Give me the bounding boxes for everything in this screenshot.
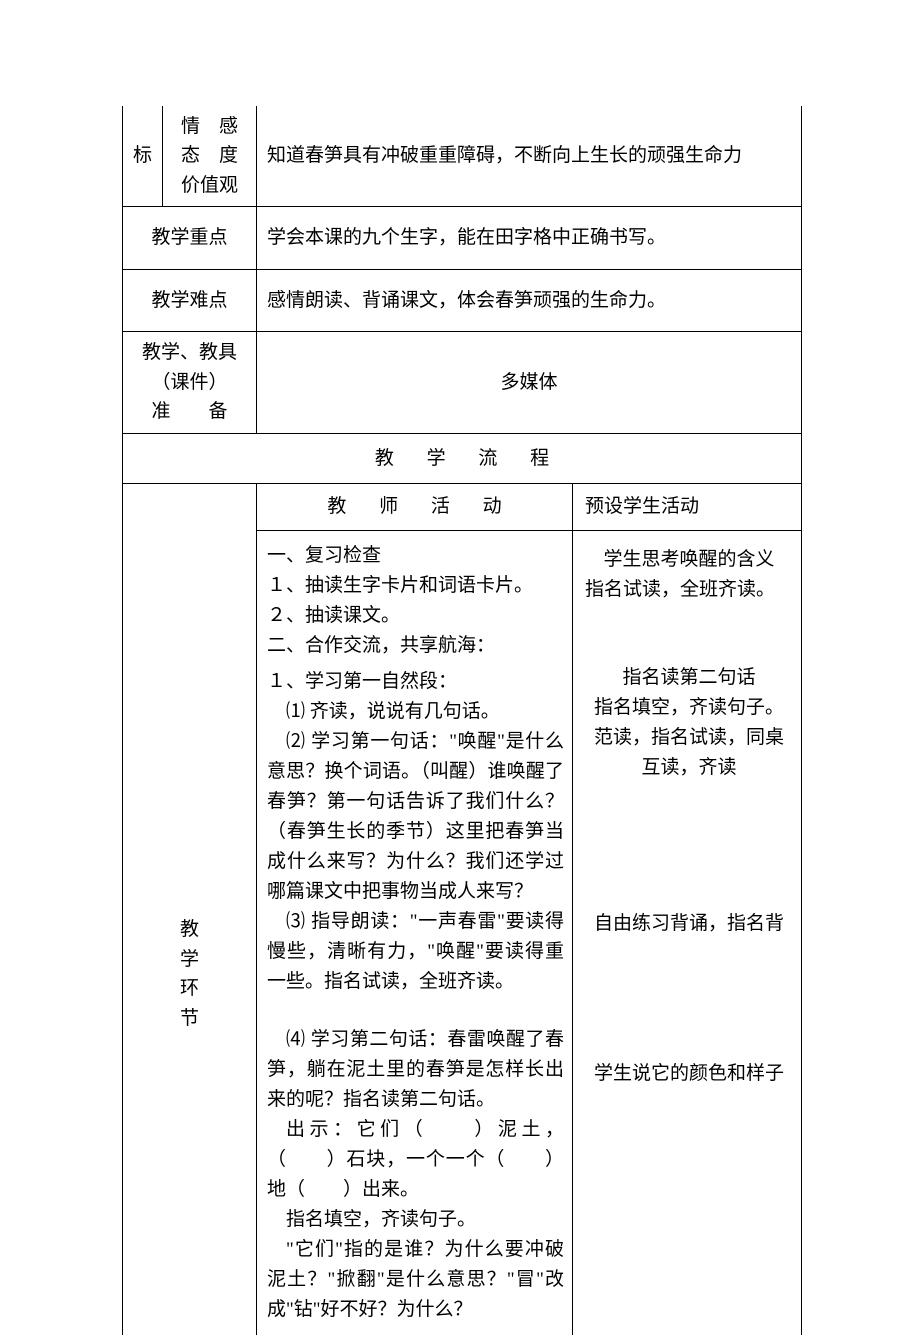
t-line-5: １、学习第一自然段： [267, 667, 564, 697]
s-line-7: 学生说它的颜色和样子 [585, 1059, 793, 1089]
materials-label-line1: 教学、教具 [127, 338, 252, 367]
teacher-activity-header: 教 师 活 动 [257, 484, 573, 531]
teacher-head-char-4: 动 [483, 496, 502, 517]
row-materials: 教学、教具 （课件） 准 备 多媒体 [123, 332, 802, 433]
student-activity-cell: 学生思考唤醒的含义 指名试读，全班齐读。 指名读第二句话 指名填空，齐读句子。 … [573, 530, 801, 1335]
t-line-1: 一、复习检查 [267, 541, 564, 571]
s-line-3: 指名读第二句话 [585, 663, 793, 693]
t-line-12: "它们"指的是谁？为什么要冲破泥土？"掀翻"是什么意思？"冒"改成"钻"好不好？… [267, 1235, 564, 1325]
teacher-activity-cell: 一、复习检查 １、抽读生字卡片和词语卡片。 ２、抽读课文。 二、合作交流，共享航… [257, 530, 573, 1335]
materials-label-line2: （课件） [127, 368, 252, 397]
cell-biao: 标 [123, 106, 163, 207]
activity-body-row: 一、复习检查 １、抽读生字卡片和词语卡片。 ２、抽读课文。 二、合作交流，共享航… [257, 530, 801, 1335]
lesson-plan-table: 标 情 感 态 度 价值观 知道春笋具有冲破重重障碍，不断向上生长的顽强生命力 … [122, 106, 802, 1335]
t-line-4: 二、合作交流，共享航海： [267, 631, 564, 661]
emotion-label-line2: 态 度 [167, 141, 252, 170]
t-line-2: １、抽读生字卡片和词语卡片。 [267, 571, 564, 601]
cell-flow-title: 教 学 流 程 [123, 433, 802, 483]
s-line-1: 学生思考唤醒的含义 [585, 545, 793, 575]
activity-header-row: 教 师 活 动 预设学生活动 [257, 484, 801, 531]
s-line-4: 指名填空，齐读句子。 [585, 693, 793, 723]
student-block-3: 自由练习背诵，指名背 [585, 909, 793, 939]
row-flow-title: 教 学 流 程 [123, 433, 802, 483]
cell-difficulty-label: 教学难点 [123, 269, 257, 331]
cell-emotion-label: 情 感 态 度 价值观 [163, 106, 257, 207]
emotion-label-line1: 情 感 [167, 112, 252, 141]
student-block-2: 指名读第二句话 指名填空，齐读句子。 范读，指名试读，同桌互读，齐读 [585, 663, 793, 783]
student-activity-header: 预设学生活动 [573, 484, 801, 531]
t-line-7: ⑵ 学习第一句话："唤醒"是什么意思？换个词语。（叫醒）谁唤醒了春笋？第一句话告… [267, 727, 564, 907]
t-spacer-1 [267, 997, 564, 1025]
cell-emotion-text: 知道春笋具有冲破重重障碍，不断向上生长的顽强生命力 [257, 106, 802, 207]
materials-label-line3: 准 备 [127, 397, 252, 426]
teacher-head-char-3: 活 [431, 496, 450, 517]
t-line-8: ⑶ 指导朗读："一声春雷"要读得慢些，清晰有力，"唤醒"要读得重一些。指名试读，… [267, 907, 564, 997]
cell-difficulty-text: 感情朗读、背诵课文，体会春笋顽强的生命力。 [257, 269, 802, 331]
emotion-label-line3: 价值观 [167, 171, 252, 200]
flow-title-char-1: 教 [375, 444, 394, 473]
s-line-6: 自由练习背诵，指名背 [585, 909, 793, 939]
cell-stage-label: 教 学 环 节 [123, 483, 257, 1335]
cell-materials-text: 多媒体 [257, 332, 802, 433]
s-line-2: 指名试读，全班齐读。 [585, 575, 793, 605]
t-line-10: 出示：它们（ ）泥土，（ ）石块，一个一个（ ）地（ ）出来。 [267, 1115, 564, 1205]
row-difficulty: 教学难点 感情朗读、背诵课文，体会春笋顽强的生命力。 [123, 269, 802, 331]
teacher-head-char-1: 教 [327, 496, 346, 517]
cell-materials-label: 教学、教具 （课件） 准 备 [123, 332, 257, 433]
flow-title-char-4: 程 [530, 444, 549, 473]
stage-char-4: 节 [124, 1004, 255, 1033]
t-line-3: ２、抽读课文。 [267, 601, 564, 631]
student-block-4: 学生说它的颜色和样子 [585, 1059, 793, 1089]
cell-keypoint-text: 学会本课的九个生字，能在田字格中正确书写。 [257, 207, 802, 269]
row-flow-body: 教 学 环 节 教 师 活 动 [123, 483, 802, 1335]
t-line-11: 指名填空，齐读句子。 [267, 1205, 564, 1235]
page: 标 情 感 态 度 价值观 知道春笋具有冲破重重障碍，不断向上生长的顽强生命力 … [0, 0, 920, 1302]
row-keypoint: 教学重点 学会本课的九个生字，能在田字格中正确书写。 [123, 207, 802, 269]
stage-char-2: 学 [124, 945, 255, 974]
t-line-9: ⑷ 学习第二句话：春雷唤醒了春笋，躺在泥土里的春笋是怎样长出来的呢？指名读第二句… [267, 1025, 564, 1115]
flow-title-char-2: 学 [427, 444, 446, 473]
teacher-head-char-2: 师 [379, 496, 398, 517]
t-line-6: ⑴ 齐读，说说有几句话。 [267, 697, 564, 727]
row-emotion-objective: 标 情 感 态 度 价值观 知道春笋具有冲破重重障碍，不断向上生长的顽强生命力 [123, 106, 802, 207]
student-block-1: 学生思考唤醒的含义 指名试读，全班齐读。 [585, 545, 793, 605]
s-line-5: 范读，指名试读，同桌互读，齐读 [585, 723, 793, 783]
stage-char-1: 教 [124, 915, 255, 944]
stage-char-3: 环 [124, 974, 255, 1003]
activity-table: 教 师 活 动 预设学生活动 一、复习检查 １、抽读生字卡片和词语卡片。 ２、抽… [257, 484, 801, 1335]
flow-title-char-3: 流 [478, 444, 497, 473]
cell-flow-content: 教 师 活 动 预设学生活动 一、复习检查 １、抽读生字卡片和词语卡片。 ２、抽… [257, 483, 802, 1335]
cell-keypoint-label: 教学重点 [123, 207, 257, 269]
